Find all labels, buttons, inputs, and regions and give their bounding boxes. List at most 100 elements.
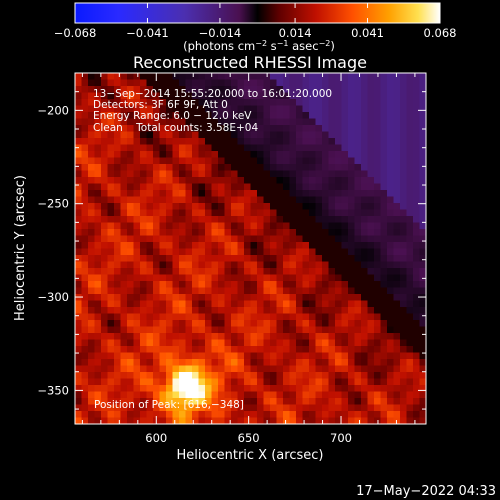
heatmap-cell [166, 105, 174, 113]
heatmap-cell [94, 196, 102, 204]
heatmap-cell [237, 73, 245, 81]
heatmap-cell [179, 170, 187, 178]
heatmap-cell [101, 281, 109, 289]
heatmap-cell [81, 372, 89, 380]
heatmap-cell [205, 320, 213, 328]
heatmap-cell [289, 177, 297, 185]
heatmap-cell [211, 196, 219, 204]
heatmap-cell [289, 131, 297, 139]
heatmap-cell [270, 320, 278, 328]
heatmap-cell [315, 417, 323, 424]
heatmap-cell [296, 346, 304, 354]
heatmap-cell [400, 411, 408, 419]
heatmap-cell [406, 229, 414, 237]
heatmap-cell [231, 190, 239, 198]
heatmap-cell [218, 222, 226, 230]
heatmap-cell [315, 216, 323, 224]
heatmap-cell [185, 151, 193, 159]
heatmap-cell [328, 385, 336, 393]
heatmap-cell [380, 248, 388, 256]
heatmap-cell [419, 229, 426, 237]
heatmap-cell [133, 326, 141, 334]
heatmap-cell [263, 320, 271, 328]
heatmap-cell [81, 352, 89, 360]
heatmap-cell [94, 391, 102, 399]
heatmap-cell [244, 190, 252, 198]
heatmap-cell [81, 157, 89, 165]
heatmap-cell [166, 86, 174, 94]
heatmap-cell [179, 281, 187, 289]
heatmap-cell [354, 274, 362, 282]
heatmap-cell [166, 164, 174, 172]
heatmap-cell [179, 229, 187, 237]
x-tick-labels: 600 650 700 [145, 431, 352, 445]
heatmap-cell [348, 112, 356, 120]
heatmap-cell [348, 125, 356, 133]
heatmap-cell [263, 281, 271, 289]
heatmap-cell [393, 385, 401, 393]
heatmap-cell [263, 307, 271, 315]
heatmap-cell [315, 112, 323, 120]
heatmap-cell [192, 144, 200, 152]
heatmap-cell [237, 404, 245, 412]
heatmap-cell [192, 274, 200, 282]
heatmap-cell [322, 307, 330, 315]
heatmap-cell [244, 300, 252, 308]
heatmap-cell [198, 203, 206, 211]
heatmap-cell [263, 196, 271, 204]
heatmap-cell [276, 307, 284, 315]
heatmap-cell [140, 398, 148, 406]
heatmap-cell [114, 183, 122, 191]
heatmap-cell [257, 131, 265, 139]
heatmap-cell [296, 229, 304, 237]
heatmap-cell [276, 79, 284, 87]
heatmap-cell [133, 300, 141, 308]
heatmap-cell [315, 164, 323, 172]
heatmap-cell [185, 235, 193, 243]
heatmap-cell [231, 320, 239, 328]
heatmap-cell [172, 365, 180, 373]
heatmap-cell [419, 404, 426, 412]
heatmap-cell [140, 268, 148, 276]
heatmap-cell [348, 151, 356, 159]
heatmap-cell [276, 125, 284, 133]
heatmap-cell [361, 398, 369, 406]
heatmap-cell [198, 164, 206, 172]
heatmap-cell [211, 151, 219, 159]
heatmap-cell [250, 391, 258, 399]
heatmap-cell [270, 313, 278, 321]
heatmap-cell [153, 92, 161, 100]
heatmap-cell [101, 261, 109, 269]
heatmap-cell [315, 229, 323, 237]
heatmap-cell [276, 138, 284, 146]
heatmap-cell [146, 385, 154, 393]
heatmap-cell [283, 242, 291, 250]
heatmap-cell [198, 183, 206, 191]
heatmap-cell [367, 352, 375, 360]
heatmap-cell [257, 144, 265, 152]
heatmap-cell [185, 359, 193, 367]
heatmap-cell [140, 229, 148, 237]
heatmap-cell [81, 118, 89, 126]
heatmap-cell [88, 203, 96, 211]
heatmap-cell [283, 248, 291, 256]
heatmap-cell [374, 92, 382, 100]
heatmap-cell [231, 157, 239, 165]
heatmap-cell [328, 372, 336, 380]
heatmap-cell [153, 125, 161, 133]
heatmap-cell [289, 320, 297, 328]
heatmap-cell [276, 190, 284, 198]
heatmap-cell [328, 138, 336, 146]
heatmap-cell [237, 177, 245, 185]
colorbar-label-exp1: −2 [255, 39, 267, 48]
heatmap-cell [146, 105, 154, 113]
heatmap-cell [367, 229, 375, 237]
heatmap-cell [159, 222, 167, 230]
heatmap-cell [94, 326, 102, 334]
heatmap-cell [75, 73, 83, 81]
heatmap-cell [218, 164, 226, 172]
heatmap-cell [244, 99, 252, 107]
heatmap-cell [127, 157, 135, 165]
heatmap-cell [367, 125, 375, 133]
heatmap-cell [224, 79, 232, 87]
